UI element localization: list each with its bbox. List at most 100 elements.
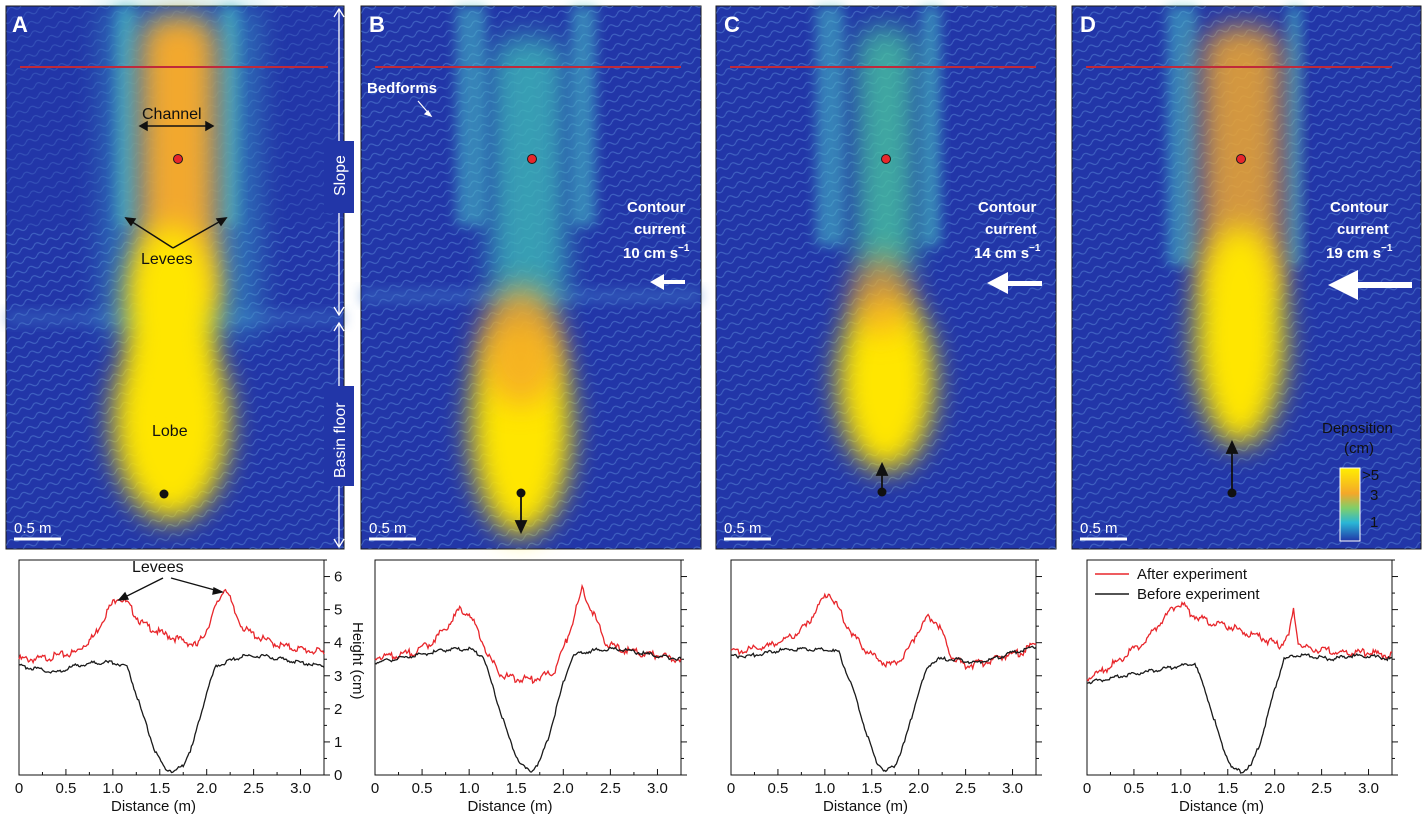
x-tick-label-d: 1.5 xyxy=(1217,780,1238,797)
map-panel-d: D 0.5 m Contour current 19 cm s−1 Deposi… xyxy=(1071,5,1422,550)
current-speed-exp-d: −1 xyxy=(1381,243,1393,254)
scale-bar-a: 0.5 m xyxy=(14,520,52,537)
x-tick-label-a: 0.5 xyxy=(55,780,76,797)
x-tick-label-b: 0 xyxy=(371,780,379,797)
colorbar-title-1: Deposition xyxy=(1322,420,1393,437)
x-tick-label-a: 2.5 xyxy=(243,780,264,797)
x-tick-label-c: 0.5 xyxy=(767,780,788,797)
colorbar-tick-max: >5 xyxy=(1362,467,1379,484)
bedforms-arrow xyxy=(417,100,433,118)
x-axis-label-c: Distance (m) xyxy=(823,798,908,815)
map-panel-a: A 0.5 m Channel Levees Lobe Slope xyxy=(5,5,354,550)
x-tick-label-d: 2.0 xyxy=(1264,780,1285,797)
x-tick-label-a: 3.0 xyxy=(290,780,311,797)
series-line-after-c xyxy=(730,592,1037,671)
panel-label-d: D xyxy=(1080,12,1096,37)
colorbar-tick-mid: 3 xyxy=(1370,487,1378,504)
plot-frame-c xyxy=(730,559,1037,776)
levees-arrows-profile xyxy=(117,577,225,601)
lobe-label: Lobe xyxy=(152,423,188,440)
x-tick-label-d: 2.5 xyxy=(1311,780,1332,797)
series-line-before-b xyxy=(374,646,682,773)
legend-label-after: After experiment xyxy=(1137,566,1248,583)
current-speed-b: 10 cm s−1 xyxy=(623,243,690,262)
channel-label: Channel xyxy=(142,106,202,123)
current-speed-exp-b: −1 xyxy=(678,243,690,254)
current-speed-value-d: 19 cm s xyxy=(1326,245,1381,262)
lobe-shift-arrow-c xyxy=(875,461,889,489)
legend-label-before: Before experiment xyxy=(1137,586,1260,603)
plot-frame-b xyxy=(374,559,682,776)
current-arrow-b xyxy=(650,274,685,290)
x-tick-label-a: 1.5 xyxy=(149,780,170,797)
bedforms-label: Bedforms xyxy=(367,80,437,97)
x-axis-label-a: Distance (m) xyxy=(111,798,196,815)
series-line-before-a xyxy=(18,653,325,774)
current-arrow-c xyxy=(987,272,1042,294)
series-line-after-a xyxy=(18,588,325,665)
panel-label-b: B xyxy=(369,12,385,37)
y-tick-label-a: 2 xyxy=(334,701,342,718)
series-line-before-c xyxy=(730,645,1037,773)
profile-plot-a: 0 0.5 1.0 1.5 2.0 2.5 3.0 0 1 2 3 4 5 6 Distance (m) He… xyxy=(15,559,366,815)
y-tick-label-a: 1 xyxy=(334,734,342,751)
series-line-after-d xyxy=(1086,600,1393,682)
levees-label-profile: Levees xyxy=(132,559,184,576)
y-axis-label-a: Height (cm) xyxy=(349,622,366,700)
lobe-shift-arrow-b xyxy=(514,496,528,535)
scale-bar-c: 0.5 m xyxy=(724,520,762,537)
x-tick-label-d: 0.5 xyxy=(1123,780,1144,797)
x-tick-label-c: 0 xyxy=(727,780,735,797)
y-tick-label-a: 5 xyxy=(334,602,342,619)
current-arrow-d xyxy=(1328,270,1412,300)
levees-label-map: Levees xyxy=(141,251,193,268)
x-tick-label-b: 0.5 xyxy=(412,780,433,797)
basin-floor-label: Basin floor xyxy=(332,402,349,478)
current-line2-b: current xyxy=(634,221,686,238)
x-tick-label-b: 2.5 xyxy=(600,780,621,797)
current-speed-value-c: 14 cm s xyxy=(974,245,1029,262)
current-speed-value-b: 10 cm s xyxy=(623,245,678,262)
x-tick-label-c: 2.0 xyxy=(908,780,929,797)
plot-frame-d xyxy=(1086,559,1393,776)
levees-arrows-map xyxy=(124,217,228,249)
panel-label-c: C xyxy=(724,12,740,37)
panel-label-a: A xyxy=(12,12,28,37)
x-tick-label-b: 2.0 xyxy=(553,780,574,797)
x-tick-label-c: 3.0 xyxy=(1002,780,1023,797)
x-tick-label-a: 1.0 xyxy=(102,780,123,797)
profile-plot-b: 0 0.5 1.0 1.5 2.0 2.5 3.0 Distance (m) xyxy=(371,559,687,815)
y-tick-label-a: 3 xyxy=(334,668,342,685)
scale-bar-b: 0.5 m xyxy=(369,520,407,537)
current-speed-c: 14 cm s−1 xyxy=(974,243,1041,262)
colorbar-title-2: (cm) xyxy=(1344,440,1374,457)
x-tick-label-b: 1.5 xyxy=(506,780,527,797)
current-speed-d: 19 cm s−1 xyxy=(1326,243,1393,262)
current-line1-d: Contour xyxy=(1330,199,1388,216)
x-tick-label-c: 2.5 xyxy=(955,780,976,797)
current-line2-c: current xyxy=(985,221,1037,238)
y-tick-label-a: 0 xyxy=(334,767,342,784)
current-line2-d: current xyxy=(1337,221,1389,238)
map-panel-b: B Bedforms 0.5 m Contour current 10 cm s… xyxy=(360,5,702,550)
x-tick-label-b: 3.0 xyxy=(647,780,668,797)
x-tick-label-a: 2.0 xyxy=(196,780,217,797)
y-tick-label-a: 4 xyxy=(334,635,342,652)
current-line1-c: Contour xyxy=(978,199,1036,216)
profile-plot-d: 0 0.5 1.0 1.5 2.0 2.5 3.0 Distance (m) After exp… xyxy=(1083,559,1398,815)
x-tick-label-d: 0 xyxy=(1083,780,1091,797)
x-tick-label-a: 0 xyxy=(15,780,23,797)
colorbar xyxy=(1339,467,1361,542)
y-tick-label-a: 6 xyxy=(334,569,342,586)
x-tick-label-d: 3.0 xyxy=(1358,780,1379,797)
x-tick-label-c: 1.0 xyxy=(814,780,835,797)
current-speed-exp-c: −1 xyxy=(1029,243,1041,254)
x-tick-label-c: 1.5 xyxy=(861,780,882,797)
channel-width-arrow xyxy=(138,120,215,132)
x-tick-label-b: 1.0 xyxy=(459,780,480,797)
scale-bar-d: 0.5 m xyxy=(1080,520,1118,537)
series-line-before-d xyxy=(1086,653,1392,774)
colorbar-tick-min: 1 xyxy=(1370,514,1378,531)
x-tick-label-d: 1.0 xyxy=(1170,780,1191,797)
